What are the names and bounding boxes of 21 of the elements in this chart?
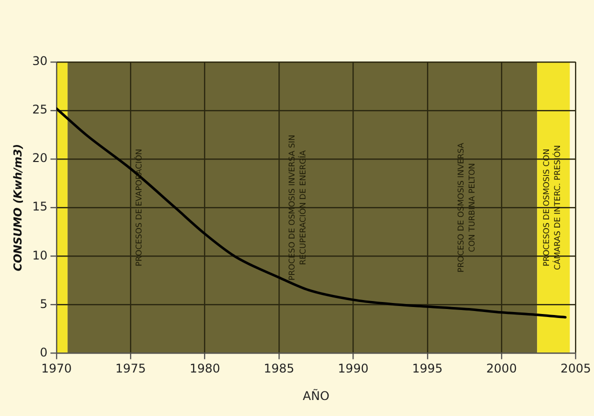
x-tick-label: 1990	[338, 362, 368, 376]
annotation: PROCESOS DE OSMOSIS CON CÁMARAS DE INTERC. PRESIÓN	[542, 145, 562, 270]
line-series	[56, 107, 567, 319]
x-tick-label: 1995	[412, 362, 443, 376]
x-tick-label: 2005	[560, 362, 592, 376]
x-tick-label: 2000	[486, 362, 517, 376]
x-tick-label: 1985	[264, 362, 294, 376]
y-tick-label: 25	[32, 102, 48, 117]
x-axis-title: AÑO	[302, 388, 330, 403]
x-tick-label: 1970	[41, 362, 72, 376]
annotation: PROCESO DE OSMOSIS INVERSA SIN RECUPERACIÓN DE ENERGÍA	[288, 134, 308, 280]
annotation: PROCESO DE OSMOSIS INVERSA CON TURBINA PELTON	[456, 142, 476, 272]
y-tick-label: 15	[32, 200, 48, 214]
y-tick-label: 30	[32, 54, 48, 68]
y-tick-label: 5	[40, 296, 48, 311]
y-tick-label: 20	[32, 151, 48, 166]
x-tick-label: 1975	[115, 362, 146, 376]
x-tick-label: 1980	[190, 362, 220, 376]
y-axis-title: CONSUMO (Kwh/m3)	[11, 144, 24, 272]
y-tick-label: 0	[40, 345, 48, 360]
y-tick-label: 10	[32, 248, 48, 262]
